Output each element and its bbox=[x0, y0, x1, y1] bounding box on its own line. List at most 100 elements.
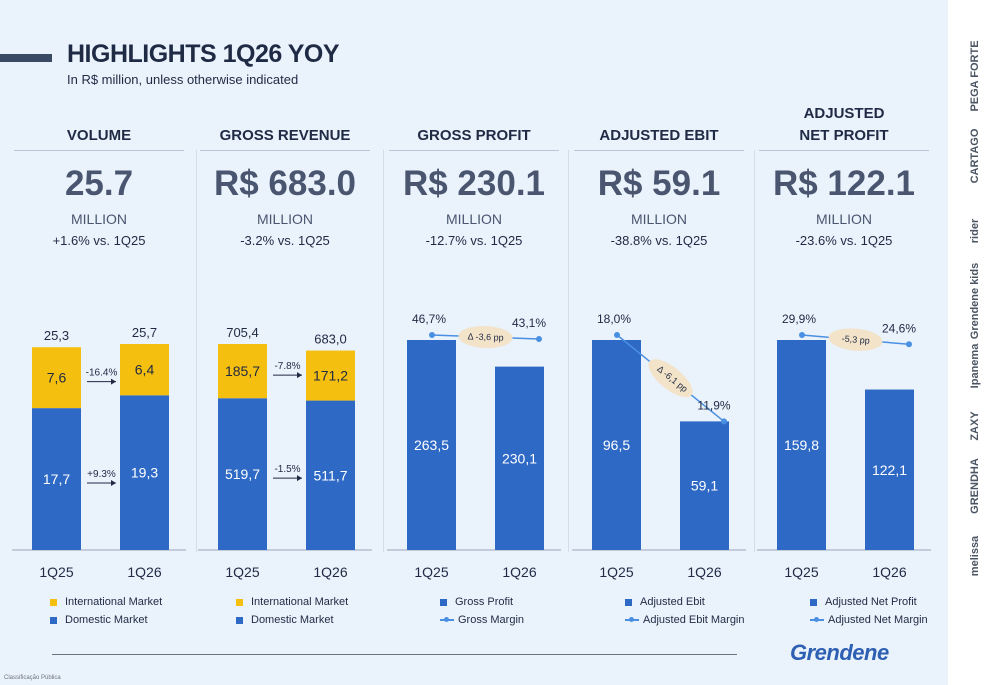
grendene-logo: Grendene bbox=[790, 640, 889, 665]
legend-item: Gross Margin bbox=[440, 611, 524, 629]
x-tick-label: 1Q25 bbox=[784, 564, 818, 580]
brand-logo: Ipanema bbox=[969, 343, 981, 389]
kpi-value: R$ 683.0 bbox=[213, 164, 357, 203]
bar-value-label: 230,1 bbox=[502, 450, 537, 466]
panel-title-rule bbox=[14, 150, 184, 151]
legend-label: International Market bbox=[251, 596, 349, 608]
brand-logo: ZAXY bbox=[969, 411, 981, 441]
brand-logo: melissa bbox=[969, 535, 981, 577]
kpi-change: -38.8% vs. 1Q25 bbox=[610, 233, 708, 248]
legend-item: Adjusted Ebit Margin bbox=[625, 611, 745, 629]
change-label: +9.3% bbox=[87, 469, 116, 480]
chart-svg: 17,7 7,6 25,3 1Q25 19,3 6,4 25,7 1Q26 -16.4% +9.3… bbox=[12, 325, 186, 580]
kpi-change: -3.2% vs. 1Q25 bbox=[240, 233, 330, 248]
bar-value-label: 59,1 bbox=[691, 478, 718, 494]
change-label: -1.5% bbox=[274, 464, 300, 475]
gross-profit-panel: GROSS PROFIT R$ 230.1 MILLION -12.7% vs. 1Q… bbox=[385, 100, 563, 626]
page-title: HIGHLIGHTS 1Q26 YOY bbox=[67, 40, 340, 68]
kpi-unit: MILLION bbox=[445, 211, 502, 227]
margin-change-label: -5,3 pp bbox=[841, 333, 870, 345]
margin-point bbox=[614, 332, 620, 338]
adjusted-ebit-panel: ADJUSTED EBIT R$ 59.1 MILLION -38.8% vs. 1Q… bbox=[570, 100, 748, 626]
panel-title-rule bbox=[200, 150, 370, 151]
panel-title: GROSS PROFIT bbox=[385, 125, 563, 147]
legend-swatch bbox=[625, 598, 632, 606]
panel-title-rule bbox=[574, 150, 744, 151]
bar-value-label: 7,6 bbox=[47, 370, 67, 386]
kpi-unit: MILLION bbox=[630, 211, 687, 227]
legend-item: Adjusted Net Margin bbox=[810, 611, 928, 629]
bar-value-label: 122,1 bbox=[872, 462, 907, 478]
bar-value-label: 96,5 bbox=[603, 437, 630, 453]
kpi-change: -23.6% vs. 1Q25 bbox=[795, 233, 893, 248]
change-arrowhead bbox=[111, 378, 116, 385]
panel-title-rule bbox=[389, 150, 559, 151]
legend-label: Adjusted Ebit bbox=[640, 596, 705, 608]
chart-svg: 519,7 185,7 705,4 1Q25 511,7 171,2 683,0 1Q26 -7… bbox=[198, 325, 372, 580]
panel-title: VOLUME bbox=[10, 125, 188, 147]
legend-swatch bbox=[440, 598, 447, 606]
legend-item: Adjusted Net Profit bbox=[810, 593, 928, 611]
panel-divider bbox=[196, 150, 197, 552]
legend-item: International Market bbox=[50, 593, 162, 611]
margin-point bbox=[721, 418, 727, 425]
kpi-unit: MILLION bbox=[70, 211, 127, 227]
kpi-value: R$ 59.1 bbox=[597, 164, 721, 203]
legend-swatch bbox=[50, 598, 57, 606]
slide: HIGHLIGHTS 1Q26 YOY In R$ million, unles… bbox=[0, 0, 948, 685]
profit-bar bbox=[777, 340, 826, 550]
international-bar bbox=[306, 350, 355, 401]
classification-label: Classificação Pública bbox=[4, 675, 61, 681]
chart-legend: Gross Profit Gross Margin bbox=[440, 593, 524, 629]
bar-value-label: 511,7 bbox=[314, 467, 348, 483]
profit-bar bbox=[865, 389, 914, 550]
change-label: -7.8% bbox=[274, 361, 300, 372]
volume-panel: VOLUME 25.7 MILLION +1.6% vs. 1Q25 17,7 7,6 25… bbox=[10, 100, 188, 626]
legend-label: Gross Margin bbox=[458, 614, 525, 626]
legend-line-swatch bbox=[625, 617, 639, 622]
change-label: -16.4% bbox=[86, 368, 118, 379]
title-accent-bar bbox=[0, 54, 52, 62]
panel-title: ADJUSTED NET PROFIT bbox=[755, 103, 933, 147]
total-label: 25,7 bbox=[132, 325, 157, 340]
x-tick-label: 1Q26 bbox=[502, 564, 536, 580]
panel-title: ADJUSTED EBIT bbox=[570, 125, 748, 147]
chart-svg: 263,5 1Q25 230,1 1Q26 46,7% 43,1% Δ -3,6 pp bbox=[387, 312, 561, 580]
profit-bar bbox=[680, 421, 729, 550]
kpi-value: R$ 230.1 bbox=[402, 164, 546, 203]
kpi-change: -12.7% vs. 1Q25 bbox=[425, 233, 523, 248]
x-tick-label: 1Q25 bbox=[414, 564, 448, 580]
kpi-change: +1.6% vs. 1Q25 bbox=[52, 233, 146, 248]
panel-title-rule bbox=[759, 150, 929, 151]
x-tick-label: 1Q25 bbox=[599, 564, 633, 580]
brand-logo: CARTAGO bbox=[969, 128, 981, 184]
profit-bar bbox=[407, 340, 456, 550]
chart-legend: International Market Domestic Market bbox=[50, 593, 162, 629]
kpi-value: R$ 122.1 bbox=[772, 164, 916, 203]
page-subtitle: In R$ million, unless otherwise indicate… bbox=[67, 72, 299, 87]
brand-logo: Grendene kids bbox=[969, 262, 981, 340]
margin-point bbox=[429, 332, 435, 338]
legend-label: International Market bbox=[65, 596, 163, 608]
change-arrowhead bbox=[111, 480, 116, 487]
legend-label: Domestic Market bbox=[251, 614, 334, 626]
domestic-bar bbox=[218, 398, 267, 550]
legend-swatch bbox=[236, 616, 243, 624]
gross-revenue-panel: GROSS REVENUE R$ 683.0 MILLION -3.2% vs. 1Q… bbox=[196, 100, 374, 626]
margin-point bbox=[799, 332, 805, 338]
legend-label: Gross Profit bbox=[455, 596, 514, 608]
total-label: 683,0 bbox=[314, 332, 347, 347]
legend-label: Domestic Market bbox=[65, 614, 148, 626]
total-label: 705,4 bbox=[226, 325, 259, 340]
legend-label: Adjusted Net Profit bbox=[825, 596, 917, 608]
legend-item: Domestic Market bbox=[50, 611, 162, 629]
profit-bar bbox=[592, 340, 641, 550]
x-tick-label: 1Q25 bbox=[225, 564, 259, 580]
total-label: 25,3 bbox=[44, 328, 69, 343]
international-bar bbox=[120, 344, 169, 396]
brand-logo: GRENDHA bbox=[969, 458, 981, 514]
bar-value-label: 185,7 bbox=[225, 363, 260, 379]
margin-point bbox=[906, 341, 912, 348]
margin-label: 43,1% bbox=[512, 316, 546, 330]
